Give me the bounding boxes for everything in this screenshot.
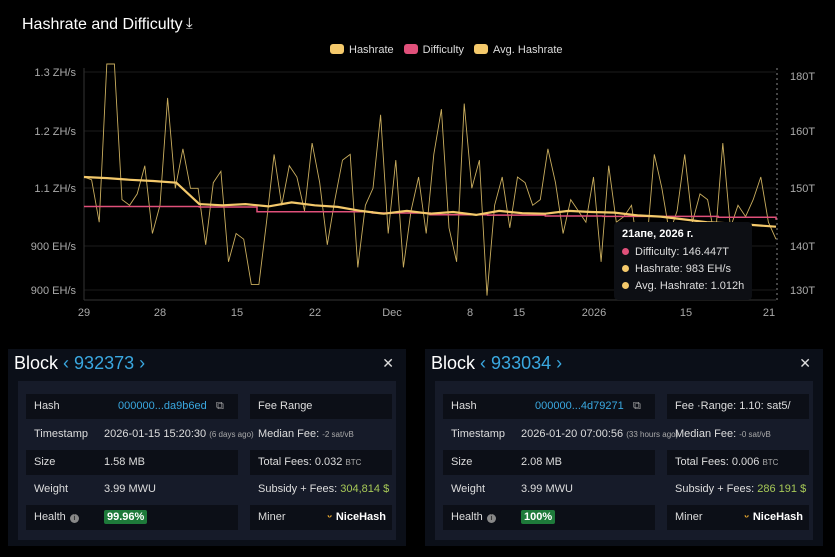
copy-icon[interactable]: ⧉ — [633, 400, 641, 412]
health-row: Health i 100% — [443, 505, 655, 530]
miner-link[interactable]: NiceHash — [335, 511, 386, 523]
tooltip: 21апе, 2026 г. Difficulty: 146.447T Hash… — [614, 222, 752, 300]
fee-range: Fee Range — [250, 394, 392, 419]
hash-row: Hash 000000...4d79271 ⧉ — [443, 394, 655, 419]
y-right-tick: 150T — [790, 183, 815, 195]
block-number[interactable]: 932373 — [74, 353, 135, 373]
fee-range: Fee ·Range: 1.10: sat5/ — [667, 394, 809, 419]
miner-label: Miner — [258, 511, 286, 523]
hash-label: Hash — [34, 400, 60, 412]
weight-row: Weight 3.99 MWU — [443, 477, 655, 502]
health-badge: 99.96% — [104, 510, 148, 524]
x-tick: 8 — [467, 307, 473, 319]
y-left-tick: 1.3 ZH/s — [34, 67, 76, 79]
health-badge: 100% — [521, 510, 556, 524]
nicehash-logo-icon: ᵕ — [327, 511, 332, 523]
x-tick: 15 — [231, 307, 243, 319]
timestamp-label: Timestamp — [451, 428, 505, 440]
next-block-button[interactable]: › — [139, 353, 146, 373]
prev-block-button[interactable]: ‹ — [63, 353, 70, 373]
block-number[interactable]: 933034 — [491, 353, 552, 373]
difficulty-line — [84, 205, 777, 220]
legend-hashrate[interactable]: Hashrate — [330, 44, 394, 56]
weight-row: Weight 3.99 MWU — [26, 477, 238, 502]
median-fee: Median Fee: -2 sat/vB — [258, 428, 354, 440]
miner-label: Miner — [675, 511, 703, 523]
avg-hashrate-line — [83, 175, 777, 228]
block-panel: Block ‹ 933034 › ✕ Hash 000000...4d79271 ⧉… — [425, 349, 823, 546]
close-button[interactable]: ✕ — [382, 355, 394, 371]
prev-block-button[interactable]: ‹ — [480, 353, 487, 373]
next-block-button[interactable]: › — [556, 353, 563, 373]
info-icon[interactable]: i — [486, 514, 496, 523]
legend-avg-hashrate[interactable]: Avg. Hashrate — [474, 44, 563, 56]
size-label: Size — [34, 456, 56, 468]
timestamp-label: Timestamp — [34, 428, 88, 440]
close-button[interactable]: ✕ — [799, 355, 811, 371]
y-left-tick: 900 EH/s — [31, 285, 77, 297]
y-left-tick: 1.2 ZH/s — [34, 126, 76, 138]
x-tick: 29 — [78, 307, 90, 319]
subsidy-fees: Subsidy + Fees: 286 191 $ — [675, 483, 807, 495]
health-label: Health — [451, 511, 483, 523]
legend-difficulty[interactable]: Difficulty — [403, 44, 464, 56]
y-right-tick: 180T — [790, 71, 815, 83]
weight-label: Weight — [451, 483, 486, 495]
block-header: Block ‹ 932373 › — [14, 353, 146, 373]
tooltip-avg-hashrate: Avg. Hashrate: 1.012h — [622, 280, 744, 292]
block-details: Hash 000000...da9b6ed ⧉ Fee Range Timestam… — [18, 381, 396, 540]
weight-label: Weight — [34, 483, 69, 495]
health-row: Health i 99.96% — [26, 505, 238, 530]
hash-link[interactable]: 000000...da9b6ed — [118, 400, 207, 412]
total-fees: Total Fees: 0.006 BTC — [667, 450, 809, 475]
miner-link[interactable]: NiceHash — [752, 511, 803, 523]
size-row: Size 1.58 MB — [26, 450, 238, 475]
info-icon[interactable]: i — [69, 514, 79, 523]
hashrate-line — [83, 63, 777, 296]
block-header: Block ‹ 933034 › — [431, 353, 563, 373]
subsidy-fees: Subsidy + Fees: 304,814 $ — [258, 483, 390, 495]
miner-row: Miner ᵕ NiceHash — [667, 505, 809, 530]
median-fee: Median Fee: -0 sat/vB — [675, 428, 771, 440]
y-left-tick: 900 EH/s — [31, 241, 77, 253]
nicehash-logo-icon: ᵕ — [744, 511, 749, 523]
x-tick: 21 — [763, 307, 775, 319]
health-label: Health — [34, 511, 66, 523]
hashrate-difficulty-chart[interactable]: 1.3 ZH/s 1.2 ZH/s 1.1 ZH/s 900 EH/s 900 EH/s… — [0, 0, 835, 330]
hash-link[interactable]: 000000...4d79271 — [535, 400, 624, 412]
chart-title: Hashrate and Difficulty — [22, 16, 183, 33]
block-details: Hash 000000...4d79271 ⧉ Fee ·Range: 1.10: … — [435, 381, 813, 540]
block-panel: Block ‹ 932373 › ✕ Hash 000000...da9b6ed ⧉… — [8, 349, 406, 546]
hash-row: Hash 000000...da9b6ed ⧉ — [26, 394, 238, 419]
x-tick: 15 — [513, 307, 525, 319]
x-tick: 15 — [680, 307, 692, 319]
copy-icon[interactable]: ⧉ — [216, 400, 224, 412]
hash-label: Hash — [451, 400, 477, 412]
size-label: Size — [451, 456, 473, 468]
timestamp-row: Timestamp 2026-01-20 07:00:56 (33 hours a… — [443, 422, 678, 447]
y-right-tick: 140T — [790, 241, 815, 253]
total-fees: Total Fees: 0.032 BTC — [250, 450, 392, 475]
timestamp-row: Timestamp 2026-01-15 15:20:30 (6 days ago… — [26, 422, 254, 447]
x-tick: 22 — [309, 307, 321, 319]
x-tick: Dec — [382, 307, 402, 319]
x-tick: 28 — [154, 307, 166, 319]
tooltip-hashrate: Hashrate: 983 EH/s — [622, 263, 744, 275]
size-row: Size 2.08 MB — [443, 450, 655, 475]
tooltip-difficulty: Difficulty: 146.447T — [622, 246, 744, 258]
tooltip-date: 21апе, 2026 г. — [622, 228, 694, 240]
miner-row: Miner ᵕ NiceHash — [250, 505, 392, 530]
x-tick: 2026 — [582, 307, 606, 319]
y-left-tick: 1.1 ZH/s — [34, 183, 76, 195]
y-right-tick: 130T — [790, 285, 815, 297]
y-right-tick: 160T — [790, 126, 815, 138]
legend: Hashrate Difficulty Avg. Hashrate — [330, 44, 563, 56]
download-icon[interactable]: ⤓ — [186, 15, 193, 32]
